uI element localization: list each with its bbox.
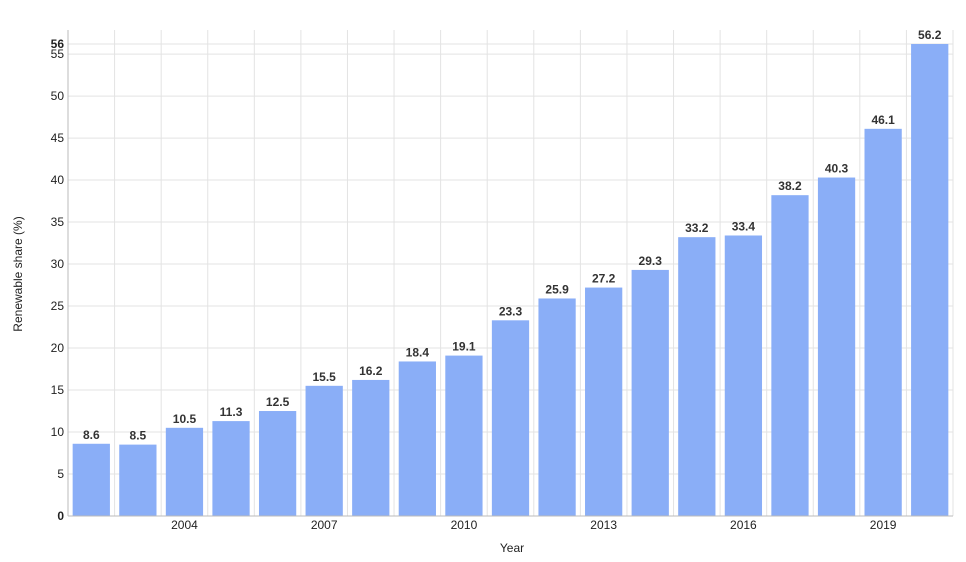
y-max-label: 56 [51,37,65,51]
data-labels: 8.6 8.5 10.5 11.3 12.5 15.5 16.2 18.4 19.1 23.3 25… [83,28,942,443]
x-tick-label: 2013 [590,518,617,532]
data-label-2003: 8.5 [130,429,147,443]
bar-2005 [212,421,250,516]
bar-2004 [165,427,204,516]
data-label-2015: 33.2 [685,221,709,235]
y-tick-label: 40 [51,173,65,187]
data-label-2007: 15.5 [313,370,337,384]
data-label-2020: 56.2 [918,28,942,42]
data-label-2009: 18.4 [406,345,430,359]
x-axis-title: Year [500,541,524,555]
data-label-2019: 46.1 [871,113,895,127]
bar-2019 [864,128,902,516]
data-label-2011: 23.3 [499,304,523,318]
bar-2013 [585,287,623,516]
y-tick-label: 5 [57,467,64,481]
data-label-2012: 25.9 [545,282,569,296]
data-label-2004: 10.5 [173,412,197,426]
data-label-2017: 38.2 [778,179,802,193]
y-axis-title: Renewable share (%) [11,216,25,331]
y-tick-label: 10 [51,425,65,439]
bar-2015 [678,237,716,516]
y-tick-label: 30 [51,257,65,271]
x-tick-label: 2004 [171,518,198,532]
bars [72,44,949,517]
bar-2016 [724,235,763,516]
data-label-2005: 11.3 [220,405,243,419]
x-tick-label: 2019 [870,518,897,532]
bar-2020 [911,44,949,516]
y-tick-label: 55 [51,47,65,61]
y-tick-label: 0 [57,509,64,523]
data-label-2008: 16.2 [359,364,383,378]
bar-2008 [352,379,390,516]
data-label-2014: 29.3 [639,254,663,268]
y-tick-label: 20 [51,341,65,355]
bar-2014 [631,269,669,516]
bar-2003 [119,444,157,516]
bar-2002 [72,443,110,516]
y-tick-label: 45 [51,131,65,145]
data-label-2018: 40.3 [825,162,849,176]
y-tick-label: 25 [51,299,65,313]
bar-2006 [258,411,297,516]
bar-2011 [491,320,530,516]
x-tick-label: 2010 [451,518,478,532]
bar-2010 [445,355,483,516]
data-label-2016: 33.4 [732,219,756,233]
x-tick-label: 2016 [730,518,757,532]
data-label-2006: 12.5 [266,395,290,409]
y-tick-label: 15 [51,383,65,397]
data-label-2013: 27.2 [592,272,616,286]
data-label-2010: 19.1 [452,340,476,354]
y-tick-label: 35 [51,215,65,229]
bar-2009 [398,361,436,516]
bar-2017 [771,195,809,516]
bar-2018 [817,177,856,517]
bar-2007 [305,385,343,516]
y-tick-label: 50 [51,89,65,103]
bar-2012 [538,298,576,516]
data-label-2002: 8.6 [83,428,100,442]
x-tick-label: 2007 [311,518,338,532]
